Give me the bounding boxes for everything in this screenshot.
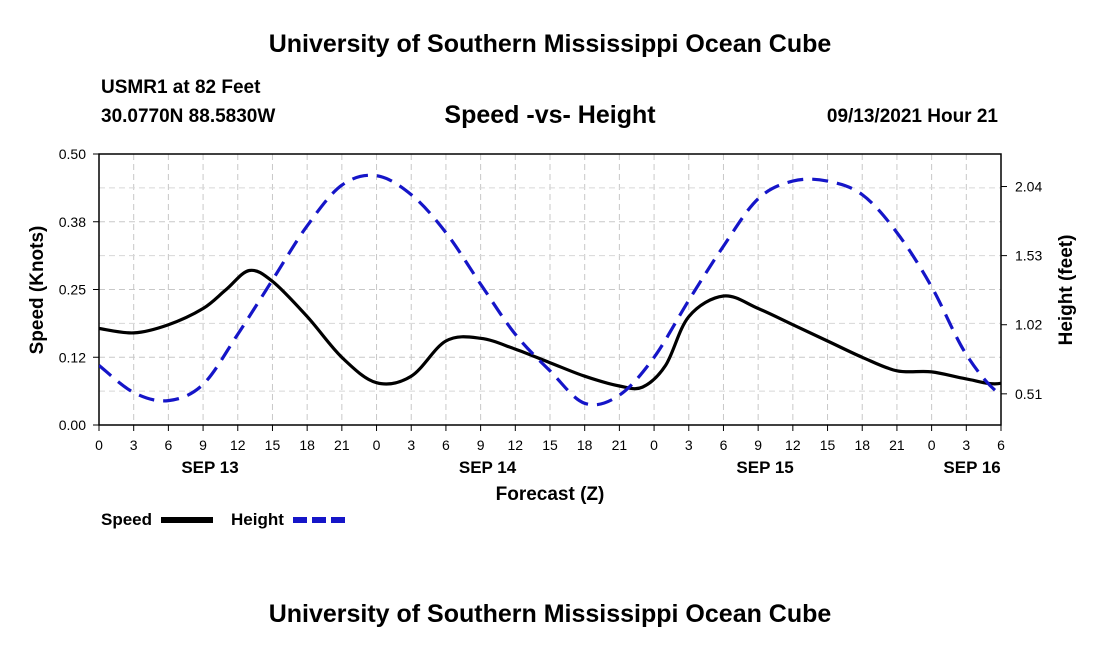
date-label: SEP 14 <box>459 458 517 477</box>
y-tick-label: 0.25 <box>59 282 86 298</box>
x-tick-label: 3 <box>130 437 138 453</box>
series-line-speed <box>99 268 1001 391</box>
x-tick-label: 12 <box>508 437 524 453</box>
y-axis-label: Speed (Knots) <box>27 226 48 355</box>
x-axis-label: Forecast (Z) <box>496 484 605 505</box>
date-label: SEP 15 <box>736 458 793 477</box>
y-tick-label: 0.38 <box>59 214 86 230</box>
footer-title: University of Southern Mississippi Ocean… <box>268 600 832 628</box>
series <box>99 173 1001 407</box>
date-label: SEP 13 <box>181 458 238 477</box>
legend: Speed Height <box>101 510 345 529</box>
x-tick-label: 15 <box>820 437 836 453</box>
x-tick-label: 0 <box>650 437 658 453</box>
x-tick-label: 6 <box>164 437 172 453</box>
x-tick-label: 3 <box>685 437 693 453</box>
forecast-timestamp: 09/13/2021 Hour 21 <box>826 106 998 127</box>
x-tick-label: 6 <box>997 437 1005 453</box>
chart-title: Speed -vs- Height <box>444 101 656 129</box>
x-tick-label: 3 <box>407 437 415 453</box>
x-tick-label: 6 <box>720 437 728 453</box>
x-tick-label: 6 <box>442 437 450 453</box>
x-tick-label: 0 <box>928 437 936 453</box>
x-tick-label: 3 <box>962 437 970 453</box>
x-tick-label: 15 <box>542 437 558 453</box>
y2-tick-label: 1.02 <box>1015 317 1042 333</box>
y2-tick-label: 0.51 <box>1015 386 1042 402</box>
x-tick-label: 18 <box>577 437 593 453</box>
x-tick-label: 9 <box>754 437 762 453</box>
x-tick-label: 18 <box>854 437 870 453</box>
x-tick-label: 18 <box>299 437 315 453</box>
y-tick-label: 0.50 <box>59 146 86 162</box>
legend-label-height: Height <box>231 510 284 529</box>
legend-label-speed: Speed <box>101 510 152 529</box>
x-tick-label: 9 <box>477 437 485 453</box>
y2-tick-label: 2.04 <box>1015 179 1042 195</box>
y2-axis-label: Height (feet) <box>1056 235 1077 346</box>
axes: 0 3 6 9 12 15 18 21 0 3 6 9 12 15 18 21 0 3 6 9 12 15 18 21 0 3 6 0… <box>59 146 1043 477</box>
x-tick-label: 0 <box>95 437 103 453</box>
station-label: USMR1 at 82 Feet <box>101 77 261 98</box>
x-tick-label: 0 <box>373 437 381 453</box>
date-label: SEP 16 <box>943 458 1000 477</box>
x-tick-label: 15 <box>265 437 281 453</box>
x-tick-label: 9 <box>199 437 207 453</box>
x-tick-label: 12 <box>785 437 801 453</box>
station-coordinates: 30.0770N 88.5830W <box>101 106 276 127</box>
x-tick-label: 21 <box>889 437 905 453</box>
y-tick-label: 0.00 <box>59 417 86 433</box>
grid <box>99 154 1001 425</box>
y2-tick-label: 1.53 <box>1015 248 1042 264</box>
y-tick-label: 0.12 <box>59 349 86 365</box>
x-tick-label: 21 <box>612 437 628 453</box>
series-line-height <box>99 173 1001 407</box>
x-tick-label: 12 <box>230 437 246 453</box>
page-title: University of Southern Mississippi Ocean… <box>268 30 832 58</box>
x-tick-label: 21 <box>334 437 350 453</box>
